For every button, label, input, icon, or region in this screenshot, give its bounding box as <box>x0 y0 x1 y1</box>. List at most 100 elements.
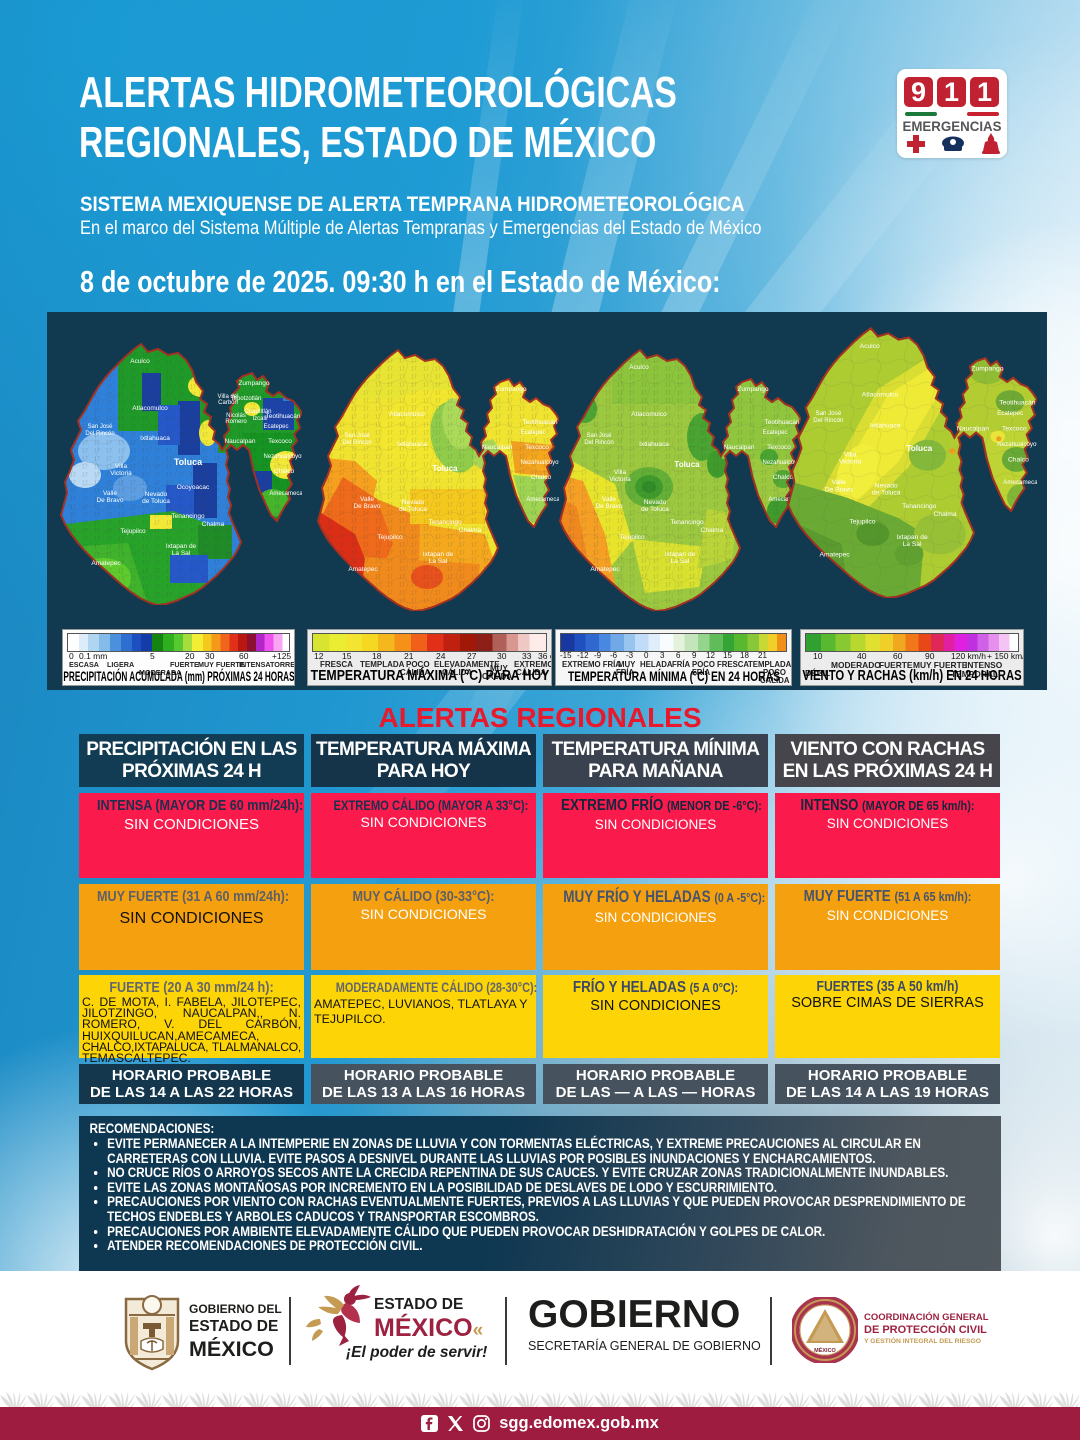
svg-text:Nevado: Nevado <box>875 482 898 489</box>
svg-text:De Bravo: De Bravo <box>96 497 123 504</box>
svg-text:San José: San José <box>815 410 841 417</box>
svg-text:Nevado: Nevado <box>145 491 168 498</box>
svg-text:Texcoco: Texcoco <box>268 438 292 445</box>
svg-text:Toluca: Toluca <box>174 457 203 467</box>
svg-text:Ixtapan de: Ixtapan de <box>896 534 928 541</box>
svg-text:San José: San José <box>87 424 113 430</box>
svg-text:Amecameca: Amecameca <box>269 491 302 497</box>
svg-text:La Sal: La Sal <box>172 550 191 557</box>
svg-text:Toluca: Toluca <box>906 444 932 453</box>
svg-text:Tejupilco: Tejupilco <box>619 534 645 541</box>
svg-text:Ixtapan de: Ixtapan de <box>423 551 454 558</box>
svg-text:Villa: Villa <box>115 463 128 470</box>
svg-text:Nezahualcóyotl: Nezahualcóyotl <box>997 441 1037 448</box>
svg-text:Cuautitlán: Cuautitlán <box>244 409 271 415</box>
svg-text:Del Rincón: Del Rincón <box>584 440 613 446</box>
svg-text:Toluca: Toluca <box>432 464 458 473</box>
svg-text:Tepotzotlán: Tepotzotlán <box>231 396 262 402</box>
svg-text:Ixtapan de: Ixtapan de <box>166 543 197 550</box>
svg-text:Chalma: Chalma <box>934 511 957 518</box>
svg-text:de Toluca: de Toluca <box>641 506 669 513</box>
svg-text:La Sal: La Sal <box>429 558 448 565</box>
svg-text:Nicolás: Nicolás <box>226 413 246 419</box>
svg-text:Atlacomulco: Atlacomulco <box>631 411 667 418</box>
svg-text:de Toluca: de Toluca <box>142 498 170 505</box>
svg-text:Teotihuacán: Teotihuacán <box>522 419 557 426</box>
svg-text:Texcoco: Texcoco <box>767 444 791 451</box>
svg-text:Nevado: Nevado <box>402 499 425 506</box>
svg-text:Aculco: Aculco <box>629 364 649 371</box>
svg-text:Chalco: Chalco <box>531 474 552 481</box>
svg-text:de Toluca: de Toluca <box>399 506 427 513</box>
svg-text:Zumpango: Zumpango <box>971 366 1003 373</box>
svg-text:Aculco: Aculco <box>130 358 150 365</box>
svg-text:Texcoco: Texcoco <box>1002 425 1027 432</box>
svg-text:Izcalli: Izcalli <box>252 416 267 422</box>
svg-text:Ecatepec: Ecatepec <box>997 410 1023 417</box>
svg-text:Villa del: Villa del <box>218 394 239 400</box>
svg-text:Atlacomulco: Atlacomulco <box>862 391 899 398</box>
svg-text:Teotihuacán: Teotihuacán <box>265 413 300 420</box>
svg-text:Valle: Valle <box>360 496 374 503</box>
svg-text:Victoria: Victoria <box>110 470 132 477</box>
svg-text:Amatepec: Amatepec <box>819 551 850 558</box>
svg-text:Toluca: Toluca <box>674 460 700 469</box>
svg-text:Atlacomulco: Atlacomulco <box>389 411 425 418</box>
svg-text:Atlacomulco: Atlacomulco <box>132 405 168 412</box>
svg-text:Chalco: Chalco <box>773 474 794 481</box>
svg-text:Nevado: Nevado <box>644 499 667 506</box>
svg-text:Zumpango: Zumpango <box>495 386 526 393</box>
svg-text:Villa: Villa <box>614 469 627 476</box>
svg-text:Tejupilco: Tejupilco <box>120 528 146 535</box>
svg-text:Ecatepec: Ecatepec <box>520 430 545 436</box>
svg-text:Tejupilco: Tejupilco <box>849 518 875 525</box>
svg-text:Ecatepec: Ecatepec <box>762 430 787 436</box>
svg-text:San José: San José <box>586 433 612 439</box>
svg-text:Del Rincón: Del Rincón <box>813 417 844 424</box>
svg-text:Ixtlahuaca: Ixtlahuaca <box>397 441 427 448</box>
svg-text:Naucalpan: Naucalpan <box>481 444 512 451</box>
svg-text:Nezahualcóyotl: Nezahualcóyotl <box>520 460 559 466</box>
svg-text:Ocoyoacac: Ocoyoacac <box>177 484 210 491</box>
svg-text:Naucalpan: Naucalpan <box>224 438 255 445</box>
svg-text:La Sal: La Sal <box>903 541 923 548</box>
svg-text:De Bravo: De Bravo <box>595 503 622 510</box>
svg-text:Teotihuacán: Teotihuacán <box>764 419 799 426</box>
svg-text:Ixtlahuaca: Ixtlahuaca <box>140 435 170 442</box>
svg-text:Valle: Valle <box>103 490 117 497</box>
svg-text:Tenancingo: Tenancingo <box>902 503 937 510</box>
svg-text:Tenancingo: Tenancingo <box>428 519 462 526</box>
svg-text:Romero: Romero <box>225 419 247 425</box>
svg-text:Ixtlahuaca: Ixtlahuaca <box>639 441 669 448</box>
svg-text:Zumpango: Zumpango <box>238 380 269 387</box>
svg-text:Amecameca: Amecameca <box>768 497 801 503</box>
svg-text:Teotihuacán: Teotihuacán <box>999 400 1035 407</box>
svg-text:Amecameca: Amecameca <box>1003 479 1037 486</box>
svg-text:Valle: Valle <box>602 496 616 503</box>
svg-text:Villa: Villa <box>844 451 857 458</box>
svg-text:MÉXICO: MÉXICO <box>814 1346 836 1354</box>
svg-text:Chalco: Chalco <box>274 468 295 475</box>
svg-text:Amatepec: Amatepec <box>91 560 121 567</box>
svg-text:Naucalpan: Naucalpan <box>957 425 989 432</box>
svg-text:Ixtlahuaca: Ixtlahuaca <box>870 422 901 429</box>
svg-text:Chalma: Chalma <box>701 527 724 534</box>
svg-text:De Bravo: De Bravo <box>353 503 380 510</box>
svg-text:Ixtapan de: Ixtapan de <box>665 551 696 558</box>
svg-text:Victoria: Victoria <box>609 476 631 483</box>
svg-text:Valle: Valle <box>831 479 846 486</box>
svg-text:Naucalpan: Naucalpan <box>723 444 754 451</box>
svg-text:Tejupilco: Tejupilco <box>377 534 403 541</box>
svg-text:Amatepec: Amatepec <box>590 566 620 573</box>
svg-text:Aculco: Aculco <box>860 343 880 350</box>
svg-text:Nezahualcóyotl: Nezahualcóyotl <box>762 460 801 466</box>
svg-text:Tenancingo: Tenancingo <box>171 513 205 520</box>
svg-text:La Sal: La Sal <box>671 558 690 565</box>
svg-text:San José: San José <box>344 433 370 439</box>
svg-text:Chalco: Chalco <box>1008 456 1029 463</box>
svg-text:Chalma: Chalma <box>202 521 225 528</box>
svg-text:Carbón: Carbón <box>218 400 238 406</box>
svg-text:Texcoco: Texcoco <box>525 444 549 451</box>
svg-text:Tenancingo: Tenancingo <box>670 519 704 526</box>
svg-text:de Toluca: de Toluca <box>872 490 901 497</box>
